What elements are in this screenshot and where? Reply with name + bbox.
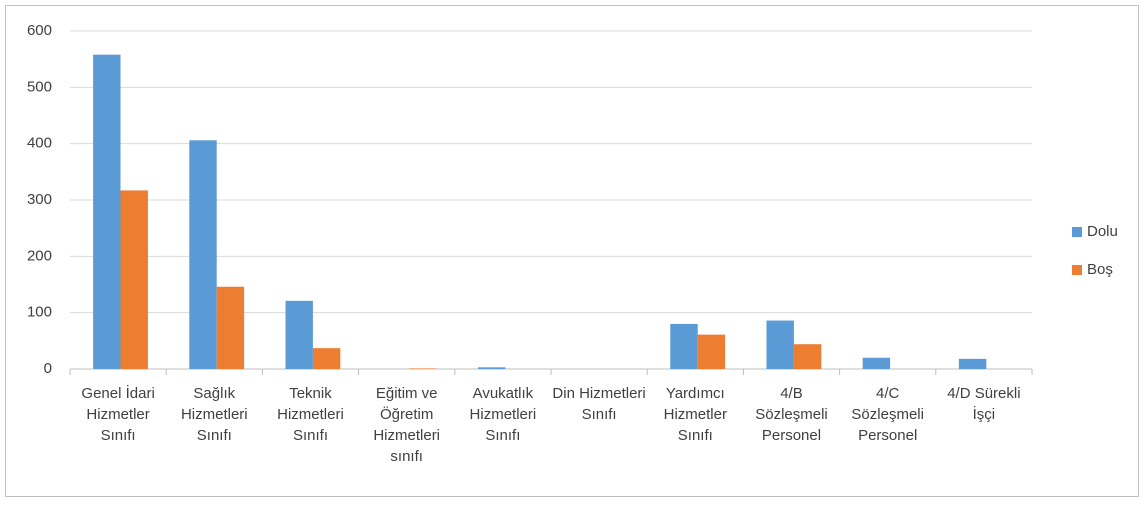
x-tick-label: Eğitim ve Öğretim Hizmetleri sınıfı [373,385,441,465]
x-tick-label: Yardımcı Hizmetler Sınıfı [663,385,727,444]
bar [216,286,245,369]
legend-label: Dolu [1087,223,1118,240]
legend-swatch [1072,265,1082,275]
y-tick-label: 500 [27,78,52,95]
x-tick-label: Sağlık Hizmetleri Sınıfı [180,385,248,444]
bar [862,357,891,369]
y-tick-label: 200 [27,247,52,264]
bar [697,334,726,369]
x-tick-label: Teknik Hizmetleri Sınıfı [277,385,344,444]
legend-swatch [1072,227,1082,237]
x-tick-label: 4/D Sürekli İşçi [947,385,1021,423]
x-tick-label: Genel İdari Hizmetler Sınıfı [81,385,155,444]
legend-label: Boş [1087,261,1113,278]
y-tick-label: 600 [27,22,52,39]
bar [409,368,437,369]
bar [312,348,341,369]
y-tick-label: 400 [27,135,52,152]
x-tick-label: Avukatlık Hizmetleri Sınıfı [469,385,537,444]
y-tick-label: 0 [44,360,52,377]
bar [958,358,987,369]
x-tick-label: 4/B Sözleşmeli Personel [755,385,828,444]
bar [766,320,794,369]
bar [477,367,506,369]
y-tick-label: 100 [27,304,52,321]
x-tick-label: 4/C Sözleşmeli Personel [851,385,924,444]
x-tick-label: Din Hizmetleri Sınıfı [552,385,646,423]
bar [189,140,217,369]
bar [670,323,698,369]
bar [793,344,822,369]
bar [93,54,121,369]
bar [120,190,148,369]
y-tick-label: 300 [27,191,52,208]
bar [285,300,313,369]
